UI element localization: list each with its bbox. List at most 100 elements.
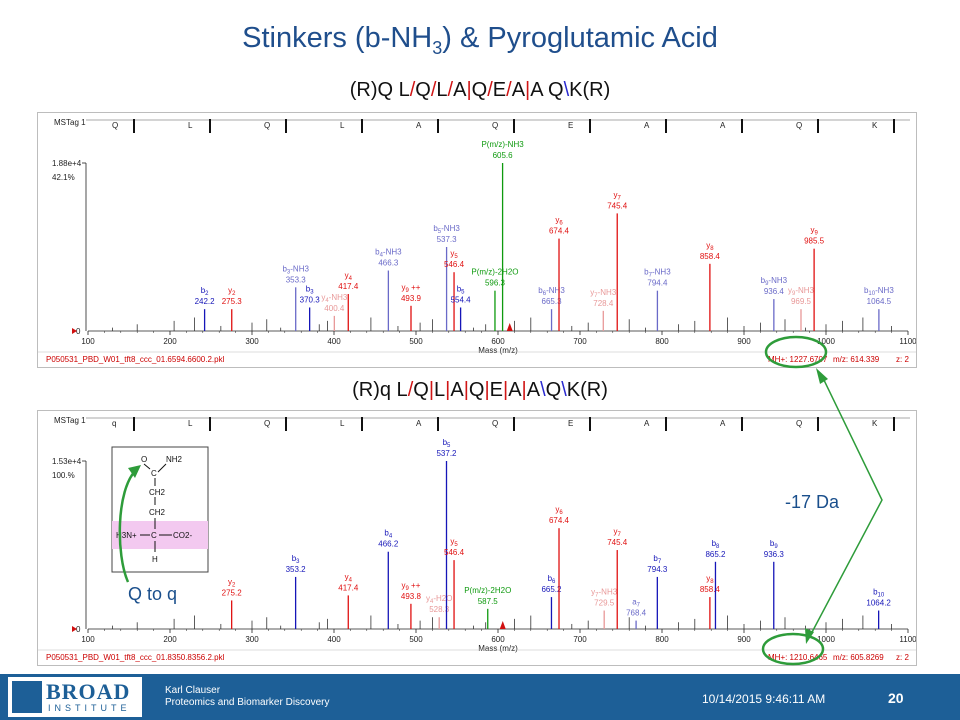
seq2-part-17: \ — [561, 379, 567, 401]
seq2-part-11: | — [503, 379, 509, 401]
residue-8: A — [720, 419, 726, 428]
slide-number: 20 — [888, 690, 904, 706]
y-zero: 0 — [76, 327, 81, 336]
residue-2: Q — [264, 121, 270, 130]
residue-4: A — [416, 419, 422, 428]
peak-value-16: 745.4 — [607, 201, 628, 210]
peak-label-13: a7 — [632, 598, 640, 609]
peak-value-19: 936.4 — [764, 287, 785, 296]
peak-value-8: 587.5 — [478, 597, 499, 606]
peak-value-3: 370.3 — [300, 295, 321, 304]
peak-label-3: b4 — [384, 529, 392, 540]
broad-logo: BROAD INSTITUTE — [8, 677, 142, 717]
peak-label-11: P(m/z)-2H2O — [471, 268, 518, 277]
residue-7: A — [644, 419, 650, 428]
residue-3: L — [340, 419, 345, 428]
seq2-part-8: Q — [468, 379, 485, 401]
peak-value-9: 665.2 — [541, 585, 562, 594]
seq1-part-15: \ — [563, 79, 570, 101]
peptide-sequence-2: (R)q L/Q|L|A|Q|E|A|A\Q\K(R) — [0, 379, 960, 402]
peak-label-15: y7-NH3 — [590, 288, 617, 299]
peak-value-13: 768.4 — [626, 609, 647, 618]
seq2-part-16: Q — [545, 379, 562, 401]
seq1-part-12: A — [511, 79, 526, 101]
seq2-part-14: A — [526, 379, 541, 401]
peak-label-13: b6-NH3 — [538, 286, 565, 297]
peak-value-1: 275.3 — [222, 297, 243, 306]
x-axis-label: Mass (m/z) — [478, 644, 518, 653]
peak-label-5: y4 — [345, 271, 353, 282]
peak-label-9: y5 — [450, 249, 458, 260]
peak-label-14: y6 — [555, 216, 563, 227]
struct-c-mid: C — [151, 531, 157, 540]
peak-value-5: 417.4 — [338, 282, 359, 291]
precursor-marker — [499, 621, 506, 629]
peak-value-17: 794.4 — [647, 279, 668, 288]
structure-frame — [111, 446, 209, 573]
cyclization-arrow — [118, 469, 137, 583]
seq1-part-8: Q — [471, 79, 488, 101]
x-tick-label-6: 700 — [573, 635, 587, 644]
peak-label-8: P(m/z)-2H2O — [464, 586, 511, 595]
mh-highlight-ellipse-2 — [761, 632, 825, 666]
peak-label-1: b3 — [292, 554, 300, 565]
logo-subtext: INSTITUTE — [48, 703, 131, 713]
peak-value-3: 466.2 — [378, 540, 399, 549]
peak-value-21: 985.5 — [804, 237, 825, 246]
mh-value: MH+: 1210.6465 — [768, 653, 828, 662]
peak-label-17: b7-NH3 — [644, 268, 671, 279]
peak-value-8: 537.3 — [437, 235, 458, 244]
peak-label-2: y4 — [345, 572, 353, 583]
x-tick-label-7: 800 — [655, 337, 669, 346]
title-rest: ) & Pyroglutamic Acid — [442, 22, 718, 54]
residue-0: Q — [112, 121, 118, 130]
seq2-part-1: / — [407, 379, 414, 401]
title-subscript: 3 — [432, 37, 443, 58]
x-tick-label-8: 900 — [737, 635, 751, 644]
peak-label-16: y7 — [614, 190, 622, 201]
logo-text: BROAD — [46, 679, 131, 704]
struct-o: O — [141, 455, 147, 464]
x-tick-label-3: 400 — [327, 635, 341, 644]
chart-title: MSTag 1 — [54, 416, 86, 425]
residue-0: q — [112, 419, 116, 428]
peak-label-10: b5 — [457, 284, 465, 295]
mass-shift-label: -17 Da — [785, 492, 840, 512]
peak-label-10: y6 — [555, 505, 563, 516]
peak-value-4: 493.8 — [401, 592, 422, 601]
seq2-part-2: Q — [413, 379, 429, 401]
struct-co2: CO2- — [173, 531, 192, 540]
mh-highlight-ellipse-1 — [764, 335, 828, 369]
peak-value-6: 537.2 — [436, 449, 457, 458]
residue-10: K — [872, 121, 878, 130]
peak-label-3: b3 — [306, 284, 314, 295]
peak-label-9: b6 — [548, 574, 556, 585]
precursor-marker — [506, 323, 513, 331]
x-tick-label-10: 1100 — [899, 635, 916, 644]
peak-label-22: b10-NH3 — [864, 286, 894, 297]
x-tick-label-10: 1100 — [899, 337, 916, 346]
seq1-part-16: K(R) — [569, 79, 611, 101]
peak-value-15: 858.4 — [700, 585, 721, 594]
footer-bar: BROAD INSTITUTE Karl Clauser Proteomics … — [0, 674, 960, 720]
seq1-part-11: / — [506, 79, 512, 101]
x-axis-label: Mass (m/z) — [478, 346, 518, 355]
shift-arrow-line — [809, 375, 883, 637]
y-axis-marker — [72, 626, 77, 632]
seq2-part-4: L — [434, 379, 446, 401]
z-value: z: 2 — [896, 653, 909, 662]
peak-value-11: 729.5 — [594, 599, 615, 608]
x-tick-label-3: 400 — [327, 337, 341, 346]
peak-value-15: 728.4 — [593, 299, 614, 308]
peak-label-11: y7-NH3 — [591, 588, 618, 599]
peak-value-13: 665.3 — [542, 297, 563, 306]
peak-label-7: y9 ++ — [402, 283, 421, 294]
residue-4: A — [416, 121, 422, 130]
struct-h: H — [152, 555, 158, 564]
peak-value-20: 969.5 — [791, 297, 812, 306]
peak-value-12: 605.6 — [493, 151, 514, 160]
